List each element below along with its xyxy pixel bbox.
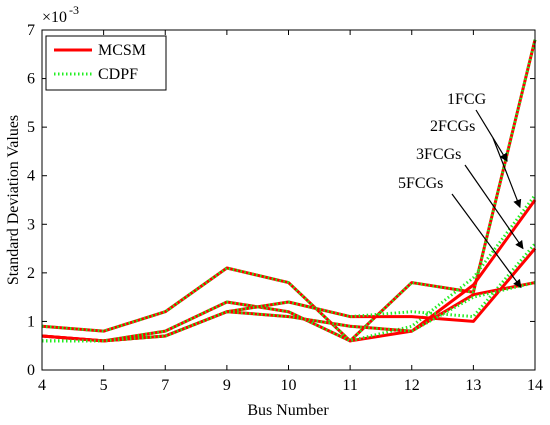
y-tick-label: 3 [27, 216, 35, 233]
legend-label-mcsm: MCSM [98, 42, 146, 59]
annotation-label: 5FCGs [398, 175, 443, 192]
series-mcsm-5fcgs [41, 281, 536, 343]
y-tick-label: 5 [27, 119, 35, 136]
x-tick-label: 11 [342, 377, 357, 394]
x-tick-label: 4 [38, 377, 46, 394]
annotation-arrow [464, 164, 524, 250]
x-tick-label: 13 [465, 377, 481, 394]
y-axis-title: Standard Deviation Values [5, 115, 22, 285]
x-tick-label: 12 [404, 377, 420, 394]
annotation-arrow [492, 137, 522, 209]
x-tick-label: 7 [161, 377, 169, 394]
y-axis-exponent-power: -3 [69, 3, 79, 17]
annotation-label: 1FCG [447, 91, 487, 108]
x-tick-label: 14 [527, 377, 543, 394]
annotation-layer: 1FCG 2FCGs 3FCGs 5FCGs [398, 91, 524, 289]
y-tick-label: 2 [27, 265, 35, 282]
y-axis-exponent: ×10 [42, 9, 67, 26]
x-tick-label: 5 [100, 377, 108, 394]
annotation-label: 2FCGs [430, 118, 475, 135]
annotation-label: 3FCGs [416, 146, 461, 163]
annotation-arrow [451, 193, 522, 289]
y-tick-label: 4 [27, 168, 35, 185]
legend-label-cdpf: CDPF [98, 66, 138, 83]
x-tick-label: 10 [281, 377, 297, 394]
x-axis-title: Bus Number [247, 402, 329, 419]
series-cdpf-1fcg [41, 39, 537, 343]
series-mcsm-2fcgs [41, 199, 537, 343]
series-cdpf-3fcgs [42, 242, 537, 343]
y-tick-label: 6 [27, 71, 35, 88]
y-tick-label: 7 [27, 22, 35, 39]
y-tick-label: 0 [27, 362, 35, 379]
annotation-arrow [475, 109, 508, 162]
legend: MCSM CDPF [45, 35, 167, 91]
legend-box [45, 35, 167, 91]
y-tick-label: 1 [27, 313, 35, 330]
x-tick-label: 9 [223, 377, 231, 394]
series-layer [41, 39, 537, 343]
